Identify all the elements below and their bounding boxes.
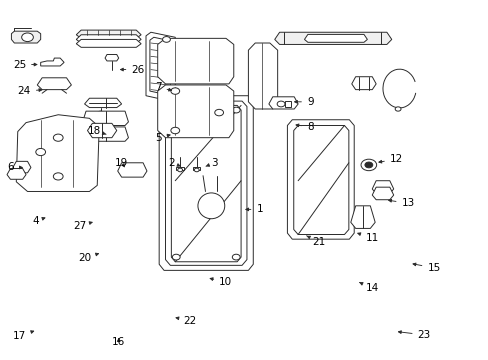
Polygon shape [287,120,353,239]
Polygon shape [150,37,170,95]
Text: 16: 16 [112,337,125,347]
Text: 8: 8 [295,122,313,132]
Circle shape [232,254,240,260]
Polygon shape [76,40,141,47]
Circle shape [162,37,170,42]
Circle shape [277,101,285,107]
Polygon shape [351,77,375,90]
Circle shape [53,173,63,180]
Text: 5: 5 [155,133,170,143]
Polygon shape [171,105,241,262]
Polygon shape [13,161,31,173]
Text: 19: 19 [115,158,128,168]
Text: 24: 24 [18,86,41,96]
Polygon shape [350,206,374,228]
Ellipse shape [198,193,224,219]
Polygon shape [82,127,128,141]
Polygon shape [76,30,141,39]
Polygon shape [37,78,71,90]
Text: 3: 3 [205,158,218,168]
Polygon shape [371,187,393,200]
Polygon shape [7,168,26,179]
Text: 7: 7 [155,82,171,93]
Polygon shape [105,54,119,61]
Circle shape [102,124,108,129]
Circle shape [232,107,240,113]
Text: 25: 25 [13,59,37,69]
Text: 15: 15 [412,263,440,273]
Polygon shape [293,126,348,234]
Circle shape [214,109,223,116]
Polygon shape [274,32,391,44]
Polygon shape [371,181,393,194]
Polygon shape [76,35,141,43]
Text: 14: 14 [359,283,378,293]
Circle shape [177,168,182,172]
Polygon shape [84,98,122,108]
Text: 27: 27 [73,221,92,231]
Text: 26: 26 [120,64,144,75]
Circle shape [36,148,45,156]
Text: 20: 20 [78,253,98,263]
Bar [176,167,183,170]
Circle shape [194,168,199,172]
Polygon shape [82,111,128,126]
Polygon shape [87,123,117,138]
Text: 21: 21 [306,236,325,247]
Text: 12: 12 [378,154,402,164]
Text: 4: 4 [32,216,45,226]
Text: 22: 22 [176,316,196,325]
Circle shape [170,88,179,94]
Circle shape [97,111,104,116]
Bar [285,101,291,107]
Text: 6: 6 [8,162,22,172]
Circle shape [364,162,372,168]
Text: 23: 23 [398,330,430,340]
Polygon shape [304,35,366,42]
Circle shape [21,33,33,41]
Circle shape [360,159,376,171]
Polygon shape [165,101,246,265]
Text: 13: 13 [388,198,414,208]
Text: 18: 18 [87,126,106,135]
Polygon shape [159,96,253,270]
Text: 1: 1 [245,204,263,215]
Polygon shape [11,31,41,43]
Polygon shape [268,97,298,109]
Text: 17: 17 [13,331,34,341]
Polygon shape [146,32,175,101]
Circle shape [170,127,179,134]
Text: 11: 11 [357,233,378,243]
Circle shape [394,107,400,111]
Text: 9: 9 [294,97,313,107]
Circle shape [172,254,180,260]
Polygon shape [16,115,99,192]
Bar [193,167,200,170]
Polygon shape [158,39,233,84]
Text: 10: 10 [210,277,232,287]
Circle shape [53,134,63,141]
Polygon shape [248,43,277,109]
Text: 2: 2 [168,158,180,168]
Polygon shape [41,58,64,66]
Circle shape [172,107,180,113]
Polygon shape [118,163,147,177]
Polygon shape [158,85,233,138]
